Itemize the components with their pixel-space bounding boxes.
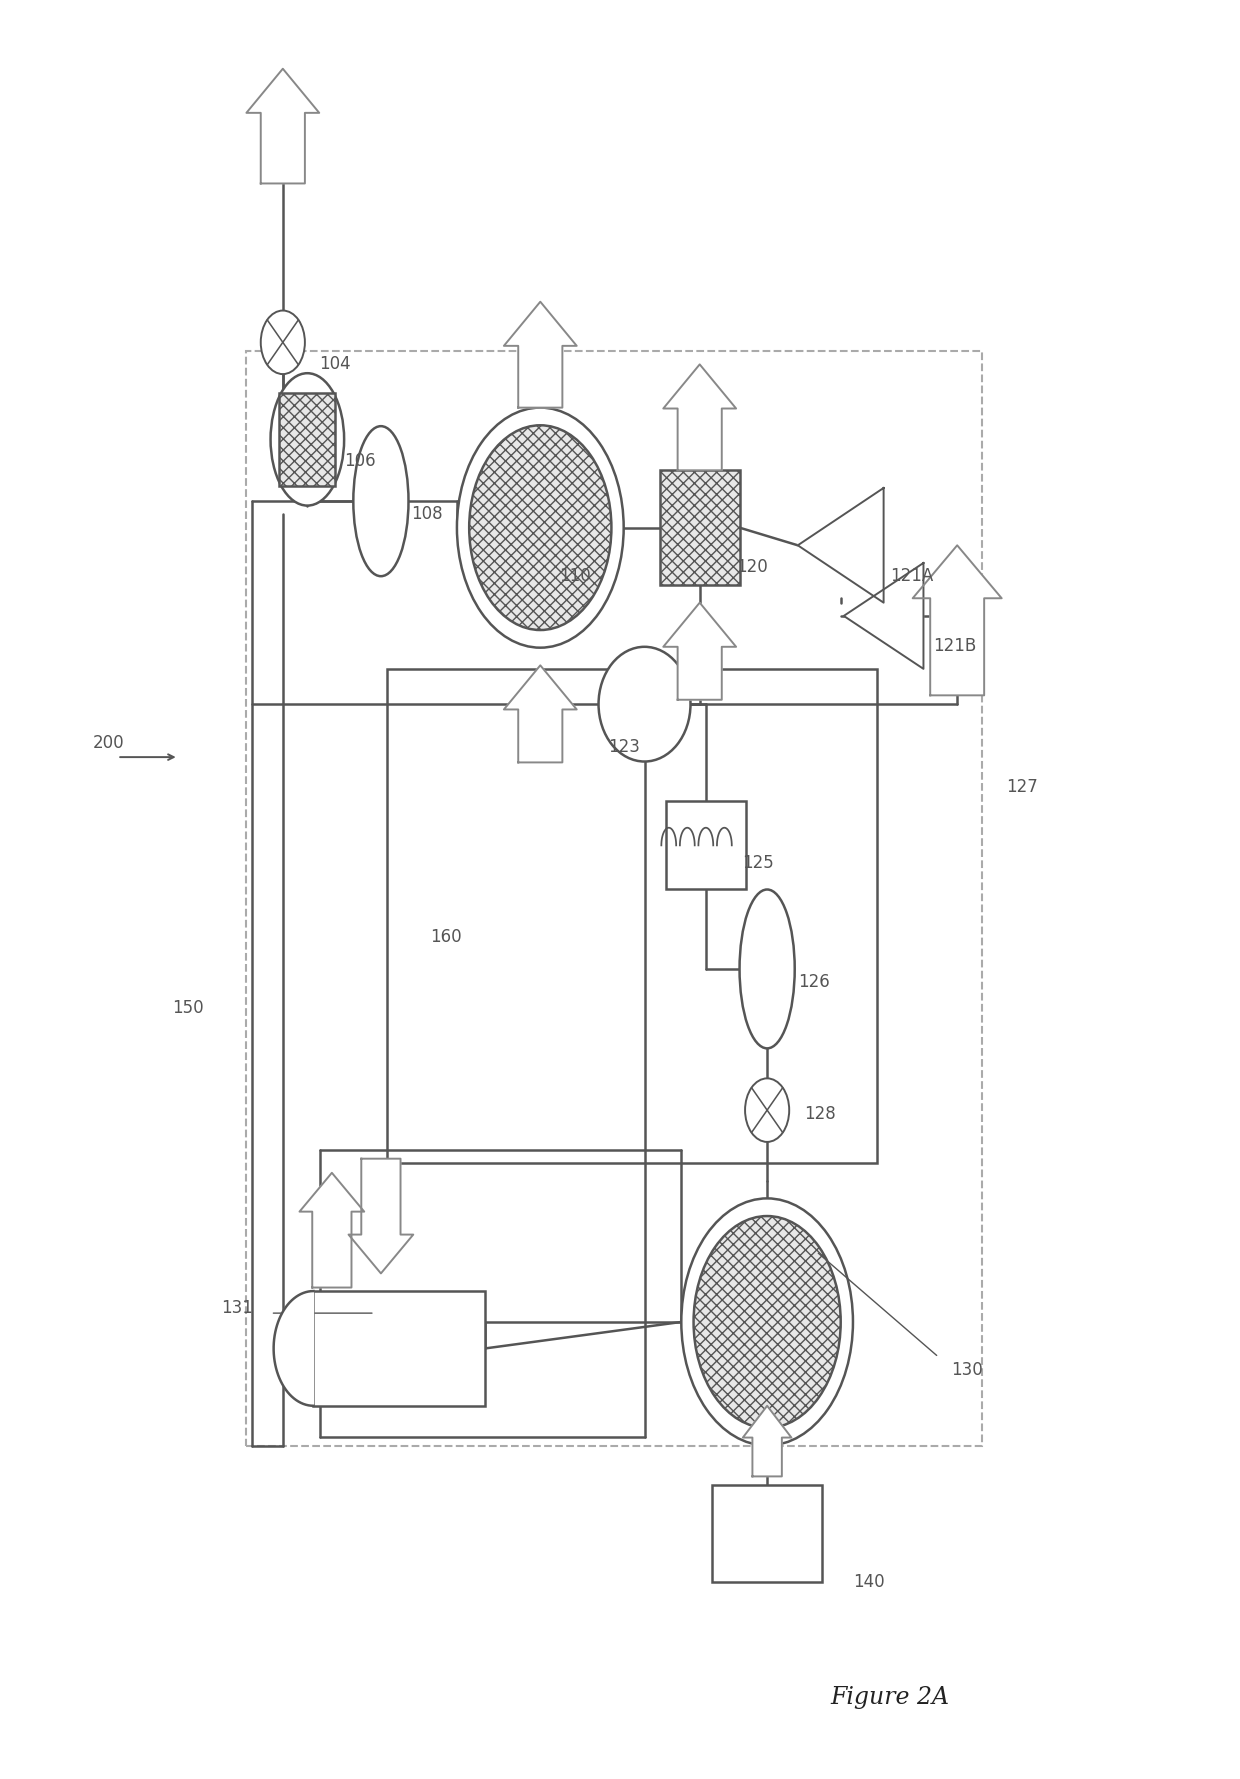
Bar: [314, 1292, 485, 1405]
Polygon shape: [797, 487, 884, 603]
Bar: [660, 470, 739, 585]
Text: 121A: 121A: [890, 566, 932, 585]
Polygon shape: [913, 546, 1002, 696]
Text: 127: 127: [1006, 779, 1038, 797]
Text: 140: 140: [853, 1573, 884, 1590]
Text: 200: 200: [93, 735, 124, 753]
Text: 131: 131: [222, 1299, 253, 1316]
Polygon shape: [503, 665, 577, 763]
Polygon shape: [503, 302, 577, 407]
Bar: [712, 1485, 822, 1582]
Polygon shape: [247, 69, 319, 183]
Ellipse shape: [681, 1199, 853, 1446]
Bar: [279, 393, 335, 486]
Polygon shape: [663, 365, 737, 470]
Text: 130: 130: [951, 1361, 983, 1379]
Text: 125: 125: [743, 854, 774, 872]
Text: 128: 128: [804, 1105, 836, 1123]
Ellipse shape: [739, 890, 795, 1048]
Ellipse shape: [456, 407, 624, 648]
Text: 150: 150: [172, 1000, 205, 1018]
Polygon shape: [743, 1405, 791, 1477]
Ellipse shape: [599, 648, 691, 761]
Text: 121B: 121B: [932, 637, 976, 655]
Text: 106: 106: [345, 452, 376, 470]
Text: 108: 108: [412, 505, 443, 523]
Polygon shape: [274, 1292, 314, 1405]
Bar: [387, 669, 878, 1163]
Polygon shape: [348, 1158, 413, 1274]
Ellipse shape: [270, 374, 345, 505]
Text: 160: 160: [430, 929, 461, 946]
Text: 126: 126: [797, 973, 830, 991]
Text: 120: 120: [737, 559, 769, 576]
Circle shape: [260, 311, 305, 374]
Bar: [666, 801, 745, 890]
Circle shape: [745, 1078, 789, 1142]
Text: Figure 2A: Figure 2A: [831, 1686, 950, 1710]
Polygon shape: [300, 1172, 365, 1288]
Polygon shape: [843, 562, 924, 669]
Text: 110: 110: [559, 566, 590, 585]
Ellipse shape: [693, 1217, 841, 1429]
Bar: [246, 350, 982, 1446]
Ellipse shape: [469, 425, 611, 630]
Polygon shape: [663, 603, 737, 699]
Ellipse shape: [353, 427, 408, 576]
Text: 104: 104: [320, 354, 351, 374]
Text: 123: 123: [608, 738, 640, 756]
